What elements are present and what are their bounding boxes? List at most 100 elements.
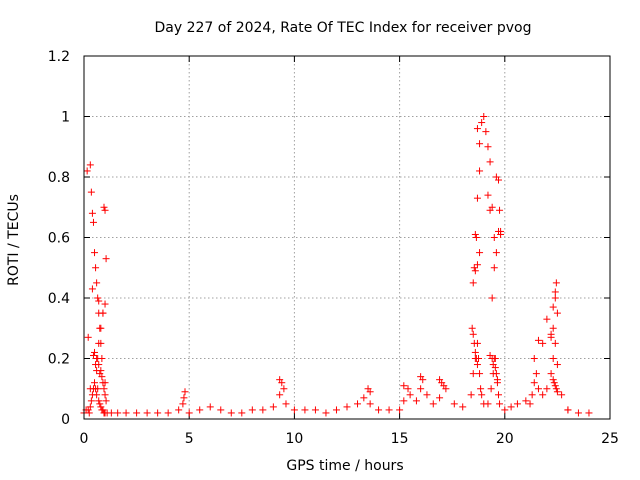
data-point xyxy=(564,406,572,414)
data-point xyxy=(532,370,540,378)
data-point xyxy=(102,397,110,405)
data-point xyxy=(385,406,393,414)
data-point xyxy=(468,324,476,332)
data-point xyxy=(471,267,479,275)
data-point xyxy=(93,391,101,399)
data-point xyxy=(95,361,103,369)
data-point xyxy=(558,391,566,399)
data-point xyxy=(522,397,530,405)
data-point xyxy=(553,388,561,396)
data-point xyxy=(311,406,319,414)
y-tick-label: 1.2 xyxy=(48,49,70,65)
y-tick-label: 1 xyxy=(61,110,70,126)
data-point xyxy=(440,382,448,390)
data-point xyxy=(154,409,162,417)
data-point xyxy=(86,161,94,169)
data-point xyxy=(89,351,97,359)
data-point xyxy=(487,385,495,393)
data-point xyxy=(429,400,437,408)
data-point xyxy=(490,234,498,241)
data-point xyxy=(227,409,235,417)
data-point xyxy=(366,400,374,408)
data-point xyxy=(122,409,130,417)
data-point xyxy=(490,355,498,362)
data-point xyxy=(89,218,97,226)
data-point xyxy=(473,361,481,369)
x-tick-label: 5 xyxy=(185,431,194,447)
data-point xyxy=(92,264,100,272)
data-point xyxy=(88,285,96,293)
data-point xyxy=(101,379,109,387)
data-point xyxy=(493,376,501,384)
data-point xyxy=(553,309,561,317)
data-point xyxy=(552,279,560,287)
data-point xyxy=(91,249,99,257)
data-point xyxy=(476,249,484,257)
x-tick-label: 25 xyxy=(601,431,619,447)
data-point xyxy=(102,255,110,263)
data-point xyxy=(549,355,557,362)
data-point xyxy=(101,391,109,399)
data-point xyxy=(492,249,500,257)
data-point xyxy=(91,348,99,356)
data-point xyxy=(530,379,538,387)
data-point xyxy=(94,294,102,302)
data-point xyxy=(143,409,151,417)
data-point xyxy=(278,379,286,387)
data-point xyxy=(476,167,484,175)
data-point xyxy=(494,176,502,184)
data-point xyxy=(547,370,555,378)
y-tick-label: 0.8 xyxy=(48,170,70,186)
data-point xyxy=(476,370,484,378)
data-point xyxy=(551,339,559,347)
data-point xyxy=(423,391,431,399)
data-point xyxy=(469,279,477,287)
data-point xyxy=(196,406,204,414)
y-tick-label: 0.2 xyxy=(48,352,70,368)
data-point xyxy=(470,264,478,272)
data-point xyxy=(301,406,309,414)
data-point xyxy=(467,391,475,399)
data-point xyxy=(282,400,290,408)
plot-frame xyxy=(83,55,611,420)
data-points xyxy=(80,113,593,417)
data-point xyxy=(477,385,485,393)
data-point xyxy=(526,400,534,408)
x-axis-label: GPS time / hours xyxy=(286,458,403,474)
data-point xyxy=(91,379,99,387)
data-point xyxy=(469,370,477,378)
data-point xyxy=(94,355,102,362)
y-tick-label: 0 xyxy=(61,412,70,428)
data-point xyxy=(332,406,340,414)
data-point xyxy=(473,125,481,133)
x-tick-label: 15 xyxy=(391,431,409,447)
data-point xyxy=(486,206,494,214)
data-point xyxy=(543,315,551,323)
data-point xyxy=(469,330,477,338)
data-point xyxy=(585,409,593,417)
data-point xyxy=(492,370,500,378)
data-point xyxy=(181,388,189,396)
data-point xyxy=(269,403,277,411)
data-point xyxy=(417,385,425,393)
data-point xyxy=(551,288,559,296)
data-point xyxy=(101,300,109,308)
grid-lines xyxy=(84,56,610,419)
x-axis-ticks: 0 5 10 15 20 25 xyxy=(80,56,619,447)
data-point xyxy=(494,391,502,399)
data-point xyxy=(95,339,103,347)
data-point xyxy=(87,397,95,405)
y-tick-label: 0.4 xyxy=(48,291,70,307)
data-point xyxy=(470,339,478,347)
data-point xyxy=(217,406,225,414)
data-point xyxy=(471,348,479,356)
y-axis-label: ROTI / TECUs xyxy=(6,194,22,286)
data-point xyxy=(497,230,505,238)
data-point xyxy=(473,194,481,202)
data-point xyxy=(375,406,383,414)
data-point xyxy=(419,376,427,384)
data-point xyxy=(486,158,494,166)
data-point xyxy=(360,394,368,402)
data-point xyxy=(490,264,498,272)
data-point xyxy=(484,143,492,151)
